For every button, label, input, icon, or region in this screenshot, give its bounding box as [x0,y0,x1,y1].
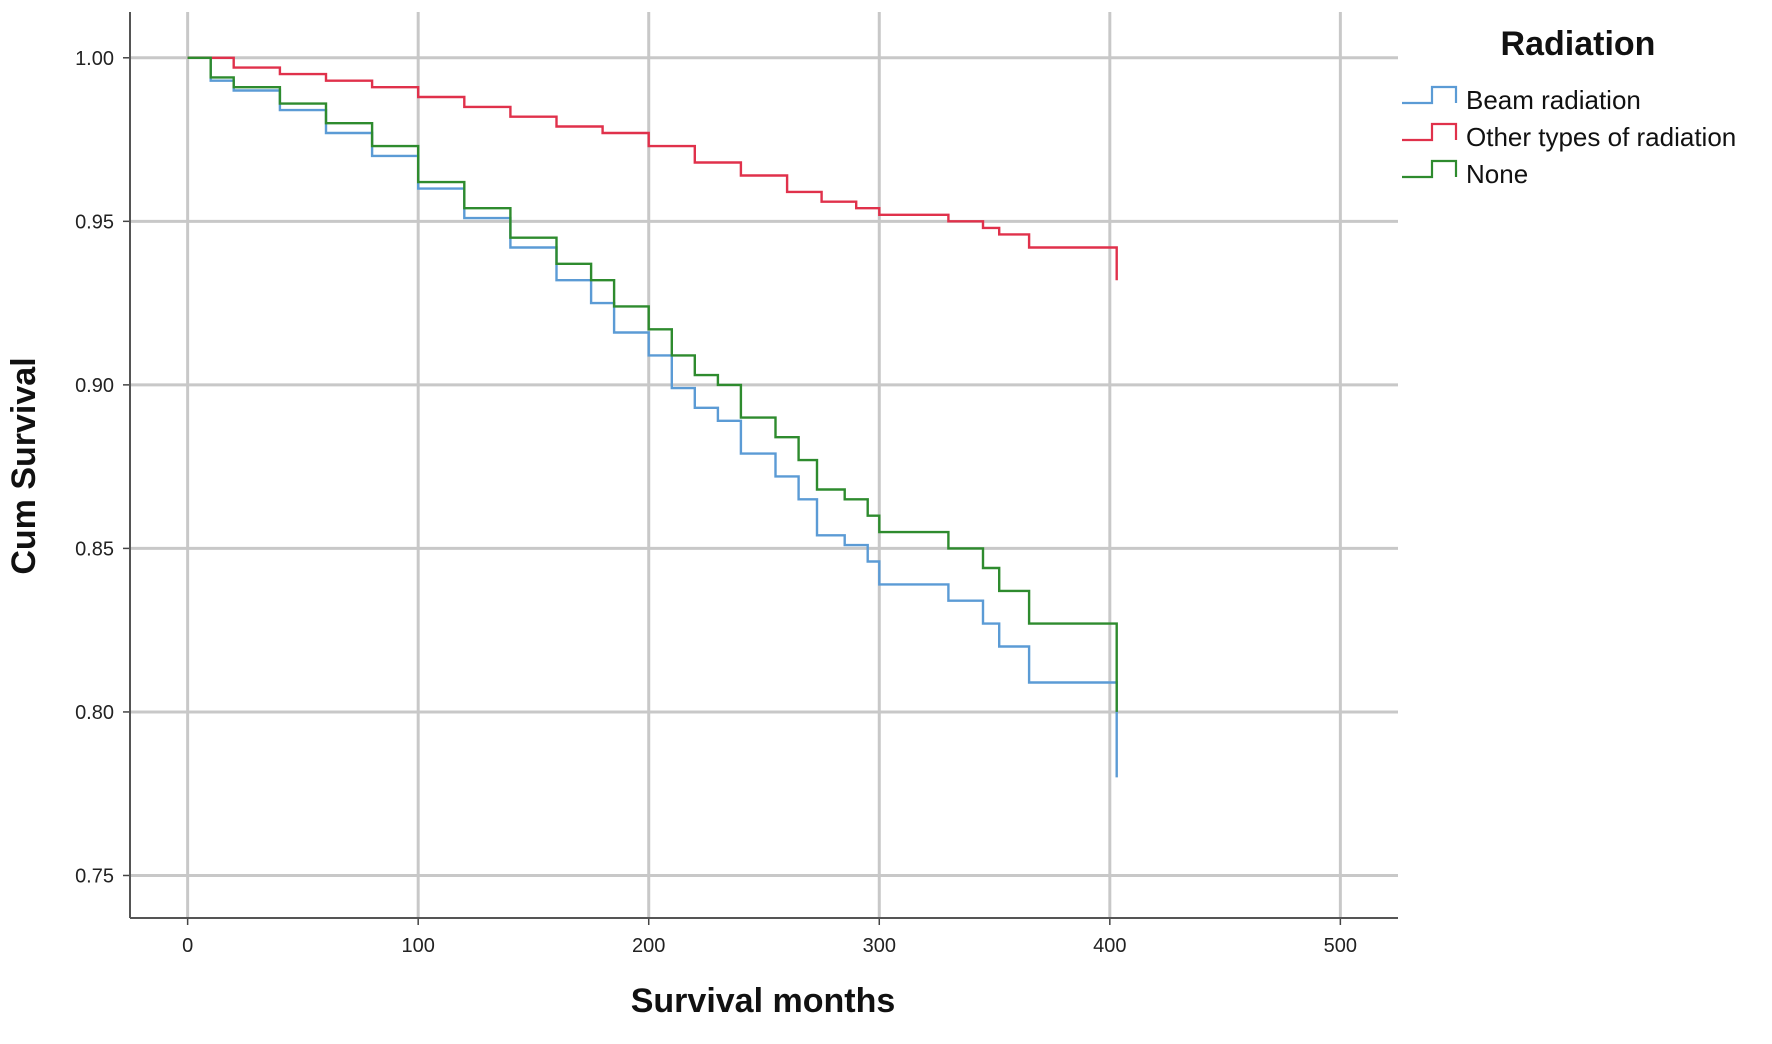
y-tick-label: 0.95 [75,211,114,233]
legend-swatch [1402,85,1458,105]
legend: Radiation Beam radiation Other types of r… [1402,25,1736,189]
legend-item: Other types of radiation [1402,122,1736,152]
x-tick-label: 400 [1093,935,1126,957]
grid-lines [130,12,1398,918]
series-lines [187,56,1118,778]
y-tick-label: 0.90 [75,375,114,397]
legend-title: Radiation [1501,25,1656,63]
x-axis-label: Survival months [631,982,896,1020]
legend-swatch [1402,159,1458,179]
series-line-1 [187,56,1118,778]
x-tick-label: 300 [863,935,896,957]
series-line-3 [187,56,1118,712]
y-tick-label: 1.00 [75,48,114,70]
x-tick-label: 500 [1324,935,1357,957]
x-tick-label: 100 [401,935,434,957]
series-line-2 [187,56,1118,281]
legend-item: None [1402,159,1528,189]
legend-label: Other types of radiation [1466,122,1736,152]
y-tick-label: 0.80 [75,702,114,724]
legend-label: Beam radiation [1466,85,1641,115]
axes [123,12,1398,925]
tick-labels: 0.75 0.80 0.85 0.90 0.95 1.00 0 100 200 300 400 500 [75,48,1357,957]
x-tick-label: 200 [632,935,665,957]
x-tick-label: 0 [182,935,193,957]
legend-item: Beam radiation [1402,85,1641,115]
legend-swatch [1402,122,1458,142]
y-tick-label: 0.85 [75,538,114,560]
y-axis-label: Cum Survival [5,357,43,574]
y-tick-label: 0.75 [75,865,114,887]
legend-label: None [1466,159,1528,189]
